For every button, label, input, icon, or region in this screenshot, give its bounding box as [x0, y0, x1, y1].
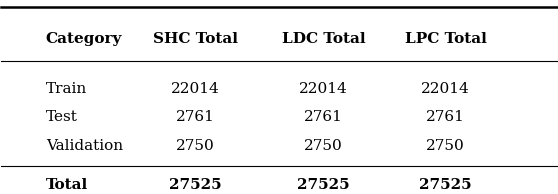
Text: LDC Total: LDC Total: [282, 32, 365, 46]
Text: Validation: Validation: [46, 139, 123, 152]
Text: 2761: 2761: [426, 110, 465, 125]
Text: 27525: 27525: [297, 178, 350, 192]
Text: Test: Test: [46, 110, 78, 125]
Text: Total: Total: [46, 178, 88, 192]
Text: Train: Train: [46, 82, 87, 96]
Text: SHC Total: SHC Total: [153, 32, 238, 46]
Text: 2761: 2761: [304, 110, 343, 125]
Text: 22014: 22014: [299, 82, 348, 96]
Text: 27525: 27525: [419, 178, 472, 192]
Text: 22014: 22014: [421, 82, 470, 96]
Text: 2761: 2761: [176, 110, 215, 125]
Text: LPC Total: LPC Total: [405, 32, 487, 46]
Text: 2750: 2750: [426, 139, 465, 152]
Text: Category: Category: [46, 32, 122, 46]
Text: 2750: 2750: [304, 139, 343, 152]
Text: 22014: 22014: [171, 82, 220, 96]
Text: 2750: 2750: [176, 139, 215, 152]
Text: 27525: 27525: [170, 178, 222, 192]
